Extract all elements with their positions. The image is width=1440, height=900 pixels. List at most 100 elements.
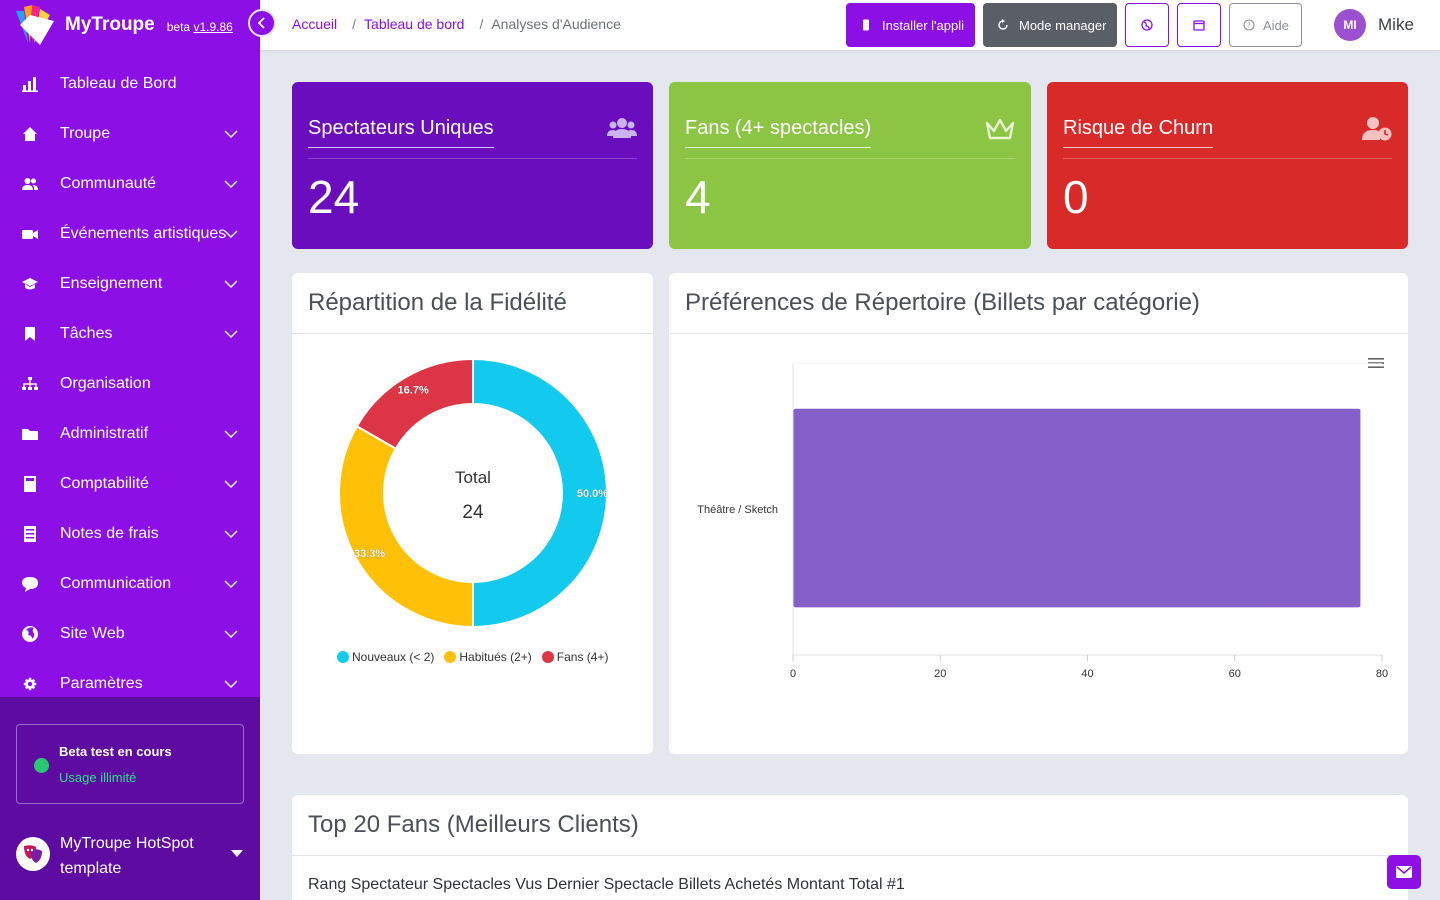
sidebar-item-label: Communication <box>60 575 172 592</box>
donut-slice[interactable] <box>355 357 474 451</box>
table-header: Rang Spectateur Spectacles Vus Dernier S… <box>308 876 905 893</box>
x-tick-label: 60 <box>1229 668 1241 680</box>
sidebar-item-label: Tableau de Bord <box>60 75 177 92</box>
chevron-down-icon <box>224 477 238 491</box>
sidebar-item-tableau-de-bord[interactable]: Tableau de Bord <box>0 59 260 109</box>
breadcrumb-accueil[interactable]: Accueil <box>292 16 338 32</box>
fidelity-card: Répartition de la Fidélité Total 24 50.0… <box>292 273 653 754</box>
y-category-label: Théâtre / Sketch <box>697 504 778 516</box>
beta-title: Beta test en cours <box>59 744 172 759</box>
users-group-icon <box>607 118 637 138</box>
sidebar-item-evenements-artistiques[interactable]: Événements artistiques <box>0 209 260 259</box>
help-button[interactable]: ? Aide <box>1229 3 1302 47</box>
house-icon <box>22 126 38 142</box>
donut-data-label: 16.7% <box>398 385 429 397</box>
globe-icon <box>22 626 38 642</box>
crown-icon <box>985 118 1015 140</box>
install-app-button[interactable]: Installer l'appli <box>846 3 975 47</box>
legend-item[interactable]: Nouveaux (< 2) <box>337 650 434 664</box>
chevron-down-icon <box>224 327 238 341</box>
donut-slice[interactable] <box>472 357 608 629</box>
chevron-down-icon <box>224 227 238 241</box>
sidebar-nav: Tableau de Bord Troupe Communauté Événement… <box>0 59 260 709</box>
stat-card-fans: Fans (4+ spectacles) 4 <box>669 82 1031 249</box>
globe-icon <box>1141 19 1153 31</box>
svg-text:?: ? <box>1247 22 1251 30</box>
divider <box>685 158 1015 159</box>
user-avatar[interactable]: MI <box>1334 9 1366 41</box>
sidebar-item-label: Troupe <box>60 125 111 142</box>
sidebar-item-site-web[interactable]: Site Web <box>0 609 260 659</box>
donut-data-label: 50.0% <box>577 488 608 500</box>
sidebar-collapse-button[interactable] <box>248 9 276 37</box>
users-icon <box>22 176 38 192</box>
donut-slice[interactable] <box>338 424 474 629</box>
stat-value: 4 <box>685 171 711 223</box>
sidebar-item-organisation[interactable]: Organisation <box>0 359 260 409</box>
sidebar-item-communaute[interactable]: Communauté <box>0 159 260 209</box>
brand-name: MyTroupe <box>65 14 155 35</box>
user-name[interactable]: Mike <box>1378 15 1414 34</box>
manager-mode-button[interactable]: Mode manager <box>983 3 1117 47</box>
repertoire-bar-chart: 0 20 40 60 80 Théâtre / Sketch <box>697 363 1388 680</box>
sidebar-item-label: Site Web <box>60 625 125 642</box>
donut-center-value: 24 <box>462 502 484 523</box>
chevron-down-icon <box>224 577 238 591</box>
bookmark-check-icon <box>22 326 38 342</box>
divider <box>308 158 637 159</box>
stat-title: Spectateurs Uniques <box>308 117 494 148</box>
repertoire-card: Préférences de Répertoire (Billets par c… <box>669 273 1408 754</box>
breadcrumb-separator: / <box>352 16 357 32</box>
brand[interactable]: MyTroupe beta v1.9.86 <box>0 0 260 50</box>
org-switcher[interactable]: MyTroupe HotSpot template <box>16 829 244 879</box>
legend-label: Habitués (2+) <box>459 650 532 664</box>
folder-icon <box>22 426 38 442</box>
stat-card-churn-risk: Risque de Churn 0 <box>1047 82 1408 249</box>
sidebar-item-label: Paramètres <box>60 675 143 692</box>
sidebar-item-enseignement[interactable]: Enseignement <box>0 259 260 309</box>
beta-subtitle: Usage illimité <box>59 770 137 785</box>
top-fans-card: Top 20 Fans (Meilleurs Clients) Rang Spe… <box>292 795 1408 900</box>
legend-item[interactable]: Habitués (2+) <box>444 650 532 664</box>
sidebar-item-label: Comptabilité <box>60 475 149 492</box>
legend-marker <box>444 651 457 663</box>
x-tick-label: 40 <box>1081 668 1093 680</box>
sidebar-item-label: Organisation <box>60 375 151 392</box>
video-camera-icon <box>22 226 38 242</box>
beta-status-box: Beta test en cours Usage illimité <box>16 724 244 804</box>
language-button[interactable] <box>1125 3 1169 47</box>
sidebar-item-troupe[interactable]: Troupe <box>0 109 260 159</box>
bar[interactable] <box>793 408 1361 608</box>
sidebar-item-label: Tâches <box>60 325 113 342</box>
sidebar-item-taches[interactable]: Tâches <box>0 309 260 359</box>
status-dot <box>34 758 49 773</box>
breadcrumb-separator: / <box>479 16 484 32</box>
calendar-button[interactable] <box>1177 3 1221 47</box>
card-title: Top 20 Fans (Meilleurs Clients) <box>292 795 1408 856</box>
breadcrumb-tableau-de-bord[interactable]: Tableau de bord <box>364 16 465 32</box>
sidebar-item-label: Notes de frais <box>60 525 159 542</box>
chart-bar-icon <box>22 76 38 92</box>
messages-button[interactable] <box>1387 855 1421 889</box>
legend-marker <box>541 651 554 663</box>
stat-title: Fans (4+ spectacles) <box>685 117 872 148</box>
mytroupe-logo-icon <box>16 5 54 45</box>
org-avatar <box>16 837 50 871</box>
stat-value: 0 <box>1063 171 1089 223</box>
chevron-down-icon <box>224 627 238 641</box>
sidebar: MyTroupe beta v1.9.86 Tableau de Bord Tro… <box>0 0 260 900</box>
chevron-left-icon <box>257 17 265 29</box>
sidebar-item-parametres[interactable]: Paramètres <box>0 659 260 709</box>
legend-item[interactable]: Fans (4+) <box>541 650 608 664</box>
sidebar-item-notes-de-frais[interactable]: Notes de frais <box>0 509 260 559</box>
x-tick-label: 20 <box>934 668 946 680</box>
stat-title: Risque de Churn <box>1063 117 1214 148</box>
sidebar-item-administratif[interactable]: Administratif <box>0 409 260 459</box>
brand-version[interactable]: beta v1.9.86 <box>166 20 233 34</box>
sitemap-icon <box>22 376 38 392</box>
chat-bubble-icon <box>22 576 38 592</box>
sidebar-item-comptabilite[interactable]: Comptabilité <box>0 459 260 509</box>
sidebar-item-communication[interactable]: Communication <box>0 559 260 609</box>
legend-marker <box>337 651 349 663</box>
graduation-cap-icon <box>22 276 38 292</box>
